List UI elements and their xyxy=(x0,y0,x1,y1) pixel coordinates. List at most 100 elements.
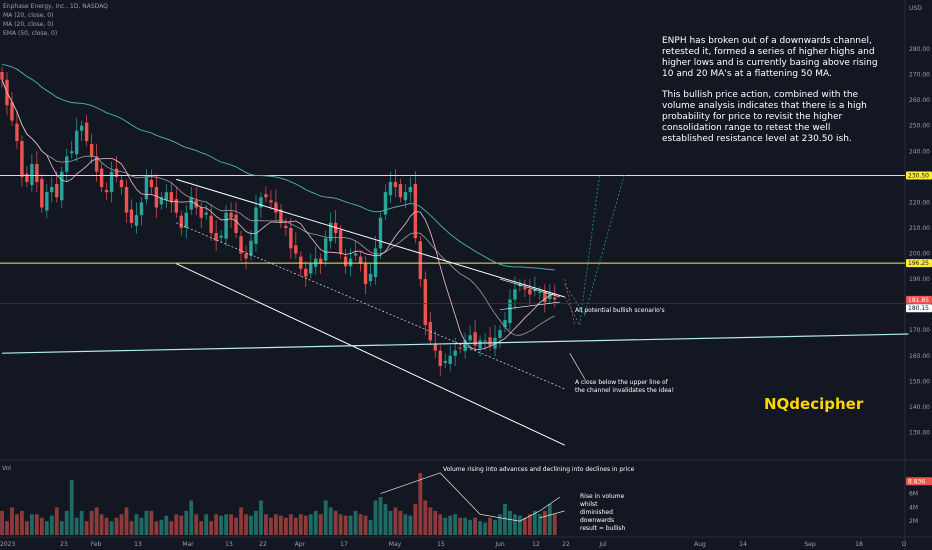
volume-bar xyxy=(219,515,224,535)
candle-body xyxy=(343,256,348,267)
candle-body xyxy=(453,350,457,356)
analysis-paragraph-1: ENPH has broken out of a downwards chann… xyxy=(662,36,878,79)
time-tick: Feb xyxy=(91,541,102,548)
indicator-ma-2[interactable]: MA (20, close, 0) xyxy=(3,21,54,28)
volume-bar xyxy=(443,517,448,535)
time-tick: O xyxy=(902,541,907,548)
volume-bar xyxy=(293,517,298,535)
volume-tag-label: 8.836 xyxy=(908,478,925,485)
price-tick: 260.00 xyxy=(909,97,930,104)
volume-bar xyxy=(164,515,169,535)
candle-body xyxy=(408,187,413,193)
price-tag-label: 181.85 xyxy=(908,297,929,304)
time-tick: 17 xyxy=(340,541,348,548)
volume-bar xyxy=(473,517,477,535)
volume-bar xyxy=(308,514,313,535)
volume-bar xyxy=(383,503,388,535)
candle-body xyxy=(324,238,328,261)
candle-body xyxy=(309,263,313,274)
time-tick: 15 xyxy=(437,541,445,548)
volume-bar xyxy=(194,514,199,535)
candle-body xyxy=(403,192,408,201)
candle-body xyxy=(388,181,393,196)
candle-body xyxy=(423,279,427,326)
candle-body xyxy=(523,287,527,290)
indicator-ma-1[interactable]: MA (20, close, 0) xyxy=(3,12,54,19)
candle-body xyxy=(294,245,298,254)
candle-body xyxy=(204,212,208,215)
axes: 130.00140.00150.00160.00170.00180.00190.… xyxy=(0,46,932,548)
volume-bar xyxy=(89,510,94,535)
price-tick: 240.00 xyxy=(909,148,930,155)
candle-body xyxy=(319,258,323,264)
volume-bar xyxy=(448,515,453,535)
candle-body xyxy=(508,299,512,324)
time-tick: Mar xyxy=(182,541,194,548)
volume-bar xyxy=(552,514,557,535)
rise-note-5: result = bullish xyxy=(580,525,626,532)
volume-trend-line xyxy=(380,472,560,522)
volume-bar xyxy=(483,522,487,535)
volume-bar xyxy=(234,517,238,535)
time-tick: 18 xyxy=(855,541,863,548)
volume-bar xyxy=(423,500,428,535)
time-tick: Aug xyxy=(694,541,706,548)
candle-body xyxy=(149,179,154,188)
ma-20-line xyxy=(1,79,555,336)
candle-body xyxy=(219,235,223,238)
candle-body xyxy=(0,72,4,80)
volume-bar xyxy=(468,519,473,535)
candle-body xyxy=(378,217,383,249)
volume-bar xyxy=(393,507,398,535)
price-tick: 190.00 xyxy=(909,276,930,283)
candle-body xyxy=(478,340,482,349)
volume-bar xyxy=(542,510,547,535)
volume-label: Vol xyxy=(2,465,11,472)
volume-bar xyxy=(403,514,408,535)
time-tick: 13 xyxy=(134,541,142,548)
rise-note-4: downwards xyxy=(580,517,614,524)
volume-bar xyxy=(428,507,433,535)
candle-body xyxy=(89,144,94,157)
candle-body xyxy=(239,236,243,254)
candle-body xyxy=(488,337,492,346)
candle-body xyxy=(513,289,517,300)
candle-body xyxy=(433,343,437,351)
channel-upper-line xyxy=(176,178,565,298)
price-tag-label: 230.50 xyxy=(908,173,929,180)
candle-body xyxy=(234,214,238,234)
time-tick: 22 xyxy=(259,541,267,548)
candle-body xyxy=(109,171,114,193)
volume-bar xyxy=(378,497,383,535)
candle-body xyxy=(20,141,24,177)
time-tick: 2023 xyxy=(0,541,15,548)
indicator-ema[interactable]: EMA (50, close, 0) xyxy=(3,30,58,37)
volume-bar xyxy=(99,514,104,535)
price-tick: 250.00 xyxy=(909,123,930,130)
volume-bar xyxy=(298,514,303,535)
volume-bar xyxy=(532,510,537,535)
volume-bar xyxy=(288,514,293,535)
volume-bar xyxy=(124,507,129,535)
volume-bar xyxy=(363,515,368,535)
ma-10-line xyxy=(1,79,555,350)
candle-body xyxy=(229,212,233,218)
candle-body xyxy=(463,340,467,352)
rise-note-1: Rise in volume xyxy=(580,493,624,500)
candle-body xyxy=(99,168,104,188)
volume-bar xyxy=(527,514,532,535)
candle-body xyxy=(448,355,452,364)
chart-labels: All potential bullish scenario's A close… xyxy=(2,5,922,532)
volume-bar xyxy=(114,517,119,535)
candle-body xyxy=(538,291,542,293)
volume-bar xyxy=(513,514,517,535)
volume-bar xyxy=(254,510,258,535)
candle-body xyxy=(194,200,198,208)
volume-bar xyxy=(139,517,144,535)
price-tick: 280.00 xyxy=(909,46,930,53)
volume-bar xyxy=(323,500,328,535)
price-tag-label: 180.15 xyxy=(908,305,929,312)
volume-tick: 2M xyxy=(909,518,918,525)
candle-body xyxy=(438,350,442,366)
